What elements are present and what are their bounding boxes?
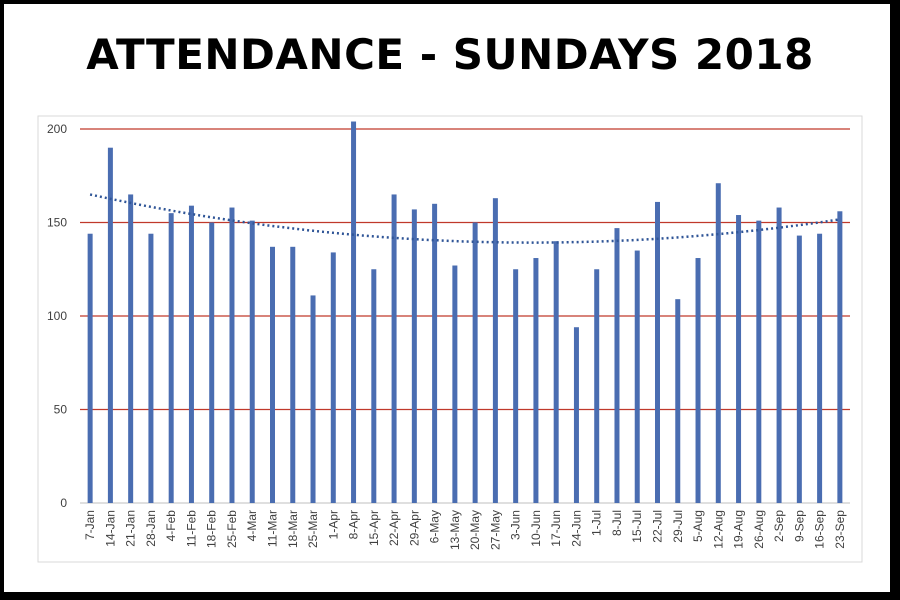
bar [492, 198, 498, 503]
x-tick-label: 25-Mar [306, 510, 320, 548]
x-tick-label: 11-Mar [266, 510, 280, 547]
bar [796, 235, 802, 503]
bar [837, 211, 843, 503]
bar [229, 207, 235, 504]
bar [290, 246, 296, 503]
x-tick-label: 29-Jul [671, 510, 685, 543]
bar [87, 233, 93, 503]
x-tick-label: 2-Sep [772, 510, 786, 542]
x-tick-label: 4-Feb [164, 510, 178, 542]
x-tick-label: 24-Jun [569, 510, 583, 547]
y-tick-label: 50 [54, 403, 68, 417]
bar [351, 121, 357, 504]
bar [736, 215, 742, 503]
x-tick-label: 12-Aug [711, 510, 725, 549]
bar [614, 228, 620, 504]
y-tick-label: 100 [47, 309, 67, 323]
bar [452, 265, 458, 503]
bar [756, 220, 762, 503]
bar [168, 213, 174, 503]
bar [310, 295, 316, 503]
x-tick-label: 14-Jan [103, 510, 117, 547]
bar [695, 258, 701, 503]
bar [675, 299, 681, 503]
bar [573, 327, 579, 503]
bar [128, 194, 134, 503]
bar [391, 194, 397, 503]
bar [270, 246, 275, 503]
x-tick-label: 17-Jun [549, 510, 563, 547]
trendline [89, 193, 841, 244]
bar [655, 201, 660, 503]
x-tick-label: 21-Jan [124, 510, 138, 547]
bar [209, 222, 215, 503]
x-tick-label: 18-Mar [286, 510, 300, 548]
y-axis: 0 50 100 150 200 [47, 122, 67, 510]
x-tick-label: 1-Apr [326, 510, 340, 539]
bar [594, 269, 600, 503]
bar [533, 258, 539, 503]
bar [371, 269, 377, 503]
x-tick-label: 19-Aug [732, 510, 746, 549]
bar [513, 269, 519, 503]
x-tick-label: 26-Aug [752, 510, 766, 549]
y-tick-label: 150 [47, 216, 67, 230]
bar [634, 250, 640, 503]
bar [553, 241, 559, 503]
bar [148, 233, 154, 503]
bar [107, 147, 113, 503]
x-tick-label: 28-Jan [144, 510, 158, 547]
bar [330, 252, 336, 503]
x-tick-label: 23-Sep [833, 510, 847, 549]
x-tick-label: 25-Feb [225, 510, 239, 548]
x-tick-label: 3-Jun [509, 510, 523, 540]
plot-area [37, 115, 863, 563]
y-tick-label: 200 [47, 122, 67, 136]
x-tick-label: 13-May [448, 510, 462, 550]
bar [432, 203, 438, 504]
bars [87, 121, 843, 504]
x-tick-label: 15-Apr [367, 510, 381, 546]
x-tick-label: 16-Sep [813, 510, 827, 549]
x-tick-label: 7-Jan [83, 510, 97, 540]
bar [472, 222, 478, 503]
x-tick-label: 8-Apr [347, 510, 361, 539]
x-tick-label: 15-Jul [630, 510, 644, 543]
bar [715, 183, 721, 504]
gridlines [80, 128, 850, 411]
x-tick-label: 6-May [428, 510, 442, 543]
x-tick-label: 22-Jul [651, 510, 665, 543]
y-tick-label: 0 [60, 496, 67, 510]
x-tick-label: 9-Sep [792, 510, 806, 542]
bar [817, 233, 823, 503]
bar [188, 205, 194, 504]
bar [776, 207, 782, 504]
x-tick-label: 1-Jul [590, 510, 604, 536]
x-axis: 7-Jan 14-Jan 21-Jan 28-Jan 4-Feb 11-Feb 18-Feb… [83, 510, 847, 550]
bar [411, 209, 417, 503]
x-tick-label: 5-Aug [691, 510, 705, 542]
x-tick-label: 18-Feb [205, 510, 219, 548]
bar [249, 220, 255, 503]
x-tick-label: 20-May [468, 510, 482, 550]
x-tick-label: 8-Jul [610, 510, 624, 536]
x-tick-label: 11-Feb [184, 510, 198, 547]
x-tick-label: 22-Apr [387, 510, 401, 546]
chart-title: ATTENDANCE - SUNDAYS 2018 [86, 30, 814, 79]
x-tick-label: 4-Mar [245, 510, 259, 541]
x-tick-label: 29-Apr [407, 510, 421, 546]
x-tick-label: 27-May [488, 510, 502, 550]
x-tick-label: 10-Jun [529, 510, 543, 547]
